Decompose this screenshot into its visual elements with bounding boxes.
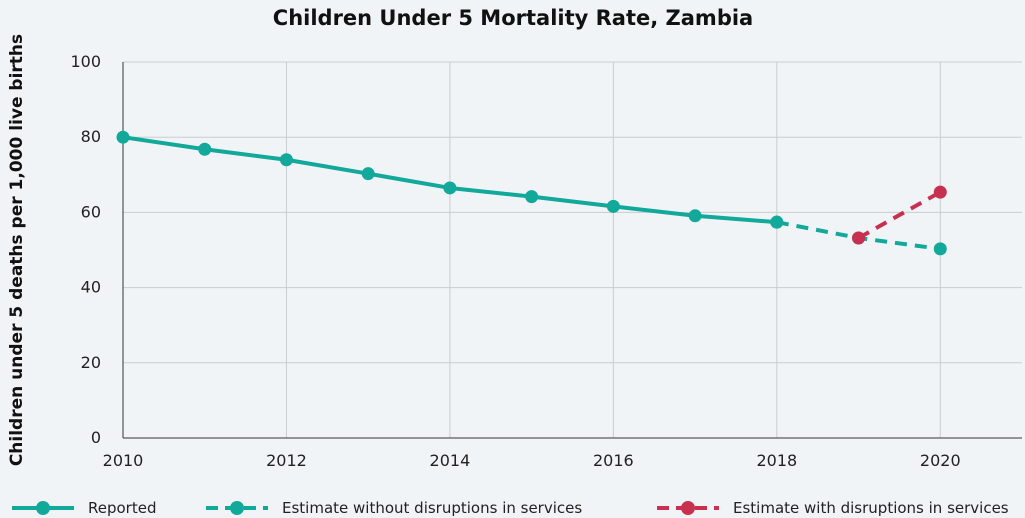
y-axis-label: Children under 5 deaths per 1,000 live b… <box>7 34 27 466</box>
data-point <box>198 142 212 156</box>
y-tick-label: 40 <box>81 278 101 297</box>
y-tick-label: 60 <box>81 202 101 221</box>
data-point <box>933 185 947 199</box>
data-point <box>770 215 784 229</box>
y-tick-label: 100 <box>70 52 101 71</box>
data-point <box>852 231 866 245</box>
x-tick-label: 2016 <box>593 451 634 470</box>
y-tick-label: 0 <box>91 428 101 447</box>
y-tick-label: 20 <box>81 353 101 372</box>
data-point <box>933 242 947 256</box>
legend-label: Reported <box>88 499 156 517</box>
x-tick-label: 2010 <box>103 451 144 470</box>
x-tick-label: 2018 <box>756 451 797 470</box>
x-tick-label: 2014 <box>430 451 471 470</box>
axes: 0 20 40 60 80 100 2010 2012 2014 2016 2018 2020 <box>70 52 1022 470</box>
data-point <box>525 190 539 204</box>
legend-marker <box>681 501 695 515</box>
x-tick-label: 2020 <box>920 451 961 470</box>
chart-title: Children Under 5 Mortality Rate, Zambia <box>273 6 753 30</box>
y-tick-label: 80 <box>81 127 101 146</box>
legend-marker <box>36 501 50 515</box>
data-point <box>361 167 375 181</box>
data-point <box>443 181 457 195</box>
grid <box>123 61 1022 438</box>
x-tick-label: 2012 <box>266 451 307 470</box>
series-line-3 <box>857 190 942 240</box>
legend-label: Estimate with disruptions in services <box>733 499 1009 517</box>
data-point <box>606 199 620 213</box>
legend-label: Estimate without disruptions in services <box>282 499 582 517</box>
data-point <box>688 209 702 223</box>
data-point <box>116 130 130 144</box>
series <box>116 130 947 256</box>
data-point <box>279 153 293 167</box>
legend: Reported Estimate without disruptions in … <box>12 499 1009 517</box>
legend-marker <box>230 501 244 515</box>
